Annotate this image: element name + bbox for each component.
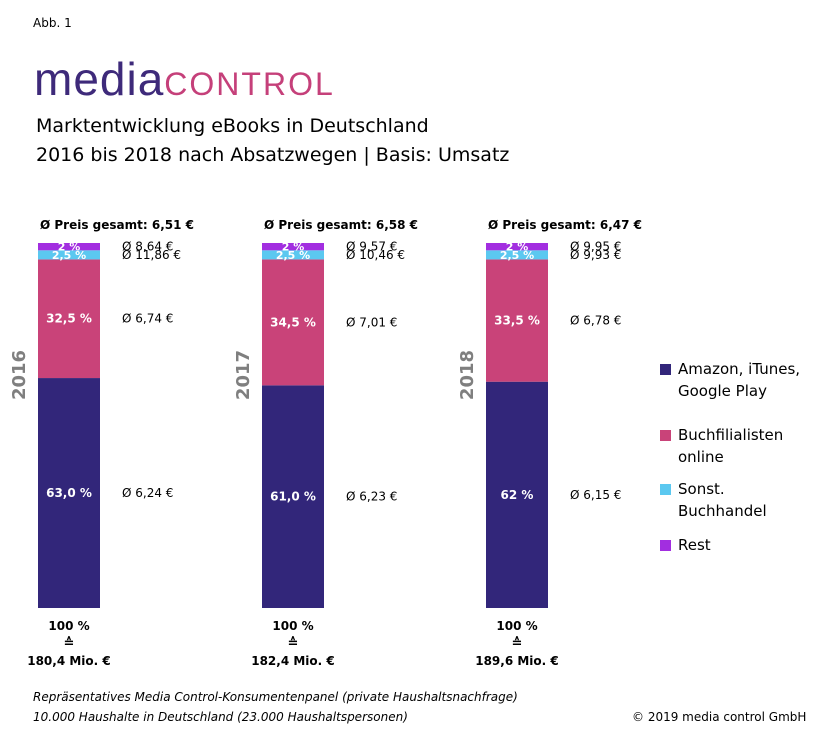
bar-value-label: 33,5 % bbox=[494, 314, 540, 328]
total-percent-label: 100 % bbox=[496, 619, 537, 633]
legend-swatch bbox=[660, 484, 671, 495]
bar-value-label: 32,5 % bbox=[46, 312, 92, 326]
footnote-line1: Repräsentatives Media Control-Konsumente… bbox=[33, 690, 518, 704]
bar-segment bbox=[262, 250, 324, 260]
segment-price-label: Ø 10,46 € bbox=[346, 248, 405, 262]
bar-segment bbox=[486, 243, 548, 251]
total-revenue-label: 182,4 Mio. € bbox=[251, 654, 335, 668]
total-price-label: Ø Preis gesamt: 6,47 € bbox=[488, 218, 642, 232]
legend-label: Rest bbox=[678, 536, 711, 554]
bar-value-label: 2 % bbox=[506, 241, 529, 254]
bar-segment bbox=[486, 259, 548, 382]
legend-swatch bbox=[660, 540, 671, 551]
bar-value-label: 34,5 % bbox=[270, 315, 316, 329]
segment-price-label: Ø 9,95 € bbox=[570, 240, 621, 254]
equivalence-symbol: ≙ bbox=[288, 636, 299, 651]
bar-segment bbox=[486, 381, 548, 608]
segment-price-label: Ø 6,74 € bbox=[122, 312, 173, 326]
total-price-label: Ø Preis gesamt: 6,51 € bbox=[40, 218, 194, 232]
bar-value-label: 61,0 % bbox=[270, 490, 316, 504]
bar-segment bbox=[262, 259, 324, 386]
segment-price-label: Ø 6,24 € bbox=[122, 486, 173, 500]
total-revenue-label: 180,4 Mio. € bbox=[27, 654, 111, 668]
total-revenue-label: 189,6 Mio. € bbox=[475, 654, 559, 668]
bar-value-label: 2 % bbox=[58, 241, 81, 254]
segment-price-label: Ø 6,78 € bbox=[570, 314, 621, 328]
year-label: 2017 bbox=[233, 350, 254, 400]
logo-control-text: control bbox=[164, 53, 335, 105]
legend-item: Amazon, iTunes, Google Play bbox=[660, 358, 818, 402]
footnote-line2: 10.000 Haushalte in Deutschland (23.000 … bbox=[33, 710, 408, 724]
year-label: 2016 bbox=[9, 350, 30, 400]
segment-price-label: Ø 7,01 € bbox=[346, 315, 397, 329]
bar-segment bbox=[38, 243, 100, 251]
segment-price-label: Ø 9,57 € bbox=[346, 240, 397, 254]
copyright-text: © 2019 media control GmbH bbox=[632, 710, 807, 724]
bar-segment bbox=[38, 259, 100, 379]
legend-item: Rest bbox=[660, 534, 818, 556]
chart-title-line2: 2016 bis 2018 nach Absatzwegen | Basis: … bbox=[36, 144, 510, 166]
bar-segment bbox=[486, 250, 548, 260]
bar-segment bbox=[262, 243, 324, 251]
total-percent-label: 100 % bbox=[272, 619, 313, 633]
legend-label: Sonst. Buchhandel bbox=[678, 480, 767, 520]
bar-segment bbox=[262, 385, 324, 608]
media-control-logo: mediacontrol bbox=[34, 56, 335, 102]
total-percent-label: 100 % bbox=[48, 619, 89, 633]
legend-label: Amazon, iTunes, Google Play bbox=[678, 360, 801, 400]
bar-value-label: 62 % bbox=[501, 488, 534, 502]
bar-value-label: 2,5 % bbox=[52, 249, 86, 262]
segment-price-label: Ø 6,15 € bbox=[570, 488, 621, 502]
chart-title-line1: Marktentwicklung eBooks in Deutschland bbox=[36, 115, 429, 137]
legend-label: Buchfilialisten online bbox=[678, 426, 784, 466]
bar-segment bbox=[38, 250, 100, 260]
segment-price-label: Ø 11,86 € bbox=[122, 248, 181, 262]
bar-value-label: 2,5 % bbox=[276, 249, 310, 262]
total-price-label: Ø Preis gesamt: 6,58 € bbox=[264, 218, 418, 232]
figure-label: Abb. 1 bbox=[33, 16, 72, 30]
logo-media-text: media bbox=[34, 53, 165, 105]
legend-swatch bbox=[660, 364, 671, 375]
segment-price-label: Ø 6,23 € bbox=[346, 490, 397, 504]
bar-value-label: 2,5 % bbox=[500, 249, 534, 262]
bar-value-label: 63,0 % bbox=[46, 486, 92, 500]
legend-item: Sonst. Buchhandel bbox=[660, 478, 818, 522]
bar-value-label: 2 % bbox=[282, 241, 305, 254]
bar-segment bbox=[38, 378, 100, 608]
segment-price-label: Ø 8,64 € bbox=[122, 240, 173, 254]
legend-item: Buchfilialisten online bbox=[660, 424, 818, 468]
year-label: 2018 bbox=[457, 350, 478, 400]
equivalence-symbol: ≙ bbox=[512, 636, 523, 651]
legend-swatch bbox=[660, 430, 671, 441]
equivalence-symbol: ≙ bbox=[64, 636, 75, 651]
segment-price-label: Ø 9,93 € bbox=[570, 248, 621, 262]
